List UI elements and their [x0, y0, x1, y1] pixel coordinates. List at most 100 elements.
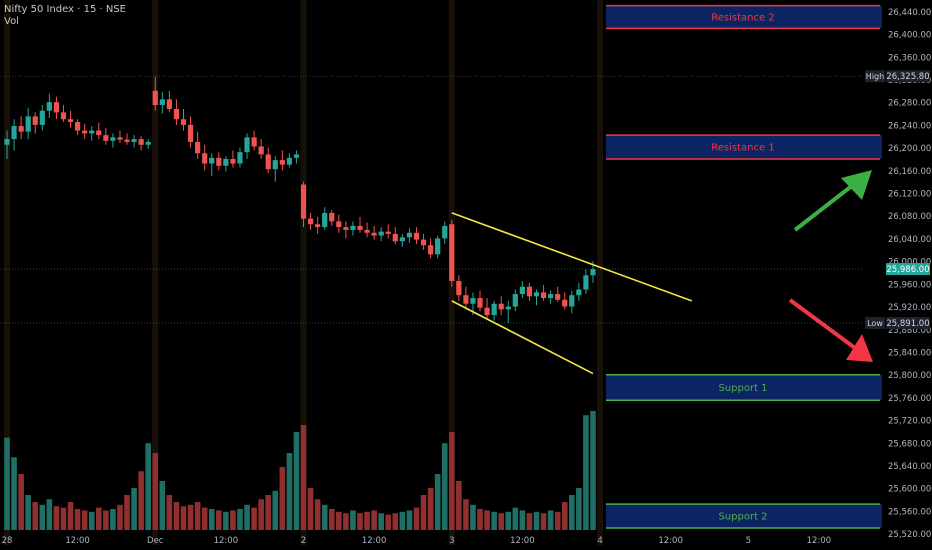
candle-body	[413, 232, 420, 240]
arrow-down-right	[788, 298, 873, 362]
y-tick-label: 26,040.00	[888, 235, 931, 245]
volume-bar	[456, 481, 462, 530]
candle-body	[307, 218, 314, 225]
candle-body	[533, 292, 540, 297]
candle-body	[343, 227, 349, 230]
y-tick-label: 25,560.00	[888, 507, 931, 517]
price-tag-box	[865, 70, 885, 83]
candle-body	[378, 231, 384, 236]
y-tick-label: 26,280.00	[888, 99, 931, 109]
candle	[244, 133, 250, 159]
volume-bar	[314, 499, 321, 530]
y-tick-label: 26,240.00	[888, 121, 931, 131]
candle	[512, 289, 518, 312]
candle	[505, 300, 511, 324]
candle-body	[166, 99, 172, 109]
candle	[519, 281, 525, 299]
candle	[548, 290, 554, 304]
candle-body	[540, 292, 547, 299]
candle-body	[195, 141, 201, 154]
candle-body	[498, 303, 504, 310]
zone-resistance: Resistance 1	[606, 134, 882, 160]
candle-body	[470, 298, 476, 304]
candle	[202, 144, 208, 171]
candle-body	[11, 126, 17, 140]
session-separator-0	[4, 0, 10, 545]
volume-bar	[307, 488, 314, 530]
candle	[456, 275, 462, 301]
x-tick-label: 5	[746, 536, 751, 546]
y-tick-label: 26,400.00	[888, 31, 931, 41]
candle	[350, 221, 356, 236]
candle-body	[131, 139, 137, 142]
price-tag: Low 25,891.00	[865, 317, 930, 330]
candle-body	[293, 154, 300, 158]
x-tick-label: 2	[301, 536, 306, 546]
candle	[223, 156, 229, 172]
candle-body	[555, 294, 561, 300]
x-tick-label: 12:00	[807, 536, 832, 546]
price-tag-value: 25,986.00	[886, 265, 929, 275]
volume-bar	[201, 507, 208, 530]
volume-bar	[173, 502, 180, 530]
candle-body	[350, 225, 356, 230]
volume-bar	[413, 507, 420, 530]
candle-body	[435, 238, 441, 255]
candle	[32, 112, 38, 134]
candle	[39, 105, 45, 131]
candle-body	[103, 135, 109, 141]
candle-body	[279, 160, 285, 165]
volume-bar	[187, 504, 194, 530]
candle-body	[110, 137, 116, 141]
volume-bar	[477, 509, 483, 530]
volume-bar	[470, 504, 476, 530]
arrow-up-right	[793, 170, 872, 232]
candle-body	[124, 139, 130, 142]
candle	[216, 152, 222, 171]
candle	[124, 133, 130, 145]
candle-body	[569, 295, 575, 307]
candle	[286, 153, 292, 168]
candle-body	[526, 286, 533, 297]
volume-bar	[554, 511, 561, 530]
zone-label: Resistance 1	[711, 143, 774, 154]
candle-body	[583, 275, 589, 290]
candle	[89, 126, 95, 141]
candle	[166, 90, 172, 113]
volume-bar	[540, 513, 547, 530]
candle-body	[82, 130, 88, 134]
candle	[138, 136, 144, 151]
volume-bar	[491, 511, 497, 530]
volume-bar	[547, 510, 554, 530]
y-tick-label: 25,640.00	[888, 462, 931, 472]
x-tick-label: Dec	[147, 536, 164, 546]
x-tick-label: 4	[597, 536, 602, 546]
volume-bar	[67, 502, 74, 530]
candle	[576, 282, 582, 301]
zone-label: Support 2	[718, 512, 767, 523]
price-tag-value: 26,325.80	[886, 72, 929, 82]
candle-body	[60, 112, 67, 120]
candle-body	[286, 157, 292, 165]
y-tick-label: 25,520.00	[888, 530, 931, 540]
candle-body	[576, 289, 582, 296]
candle	[442, 221, 448, 245]
y-tick-label: 26,440.00	[888, 8, 931, 18]
candle-body	[32, 116, 38, 125]
candle-body	[371, 232, 377, 236]
candle	[385, 224, 391, 239]
arrow-shaft	[793, 183, 855, 232]
volume-bar	[244, 504, 250, 530]
candle	[293, 150, 300, 164]
volume-bar	[512, 507, 519, 530]
x-tick-label: 12:00	[65, 536, 90, 546]
volume-bar	[74, 509, 81, 530]
volume-bar	[60, 507, 67, 530]
volume-bar	[328, 509, 335, 530]
candle	[413, 227, 420, 245]
session-separator-2	[300, 0, 307, 545]
volume-bar	[321, 504, 328, 530]
candle-body	[4, 139, 10, 145]
candle	[399, 233, 405, 247]
volume-label: Vol	[4, 16, 19, 27]
